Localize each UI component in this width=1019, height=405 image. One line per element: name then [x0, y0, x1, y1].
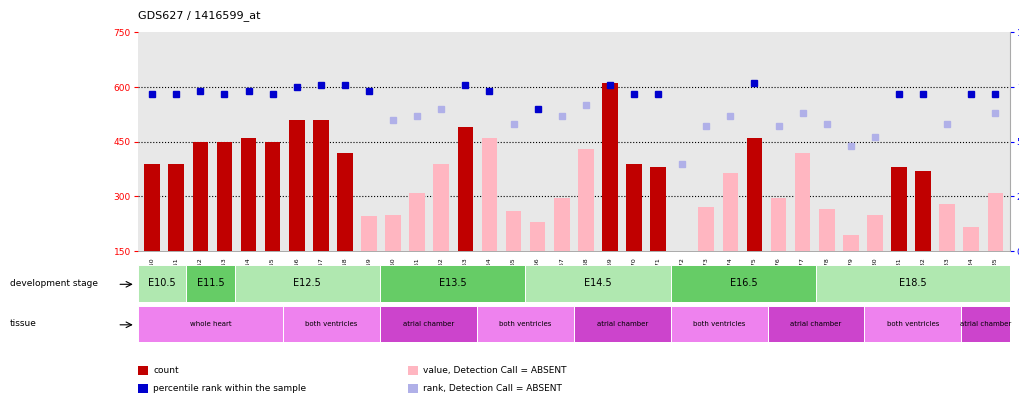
Bar: [891, 167, 906, 251]
Bar: [138, 306, 283, 342]
Text: GDS627 / 1416599_at: GDS627 / 1416599_at: [138, 10, 260, 21]
Bar: [361, 216, 376, 251]
Bar: [842, 234, 858, 251]
Bar: [313, 120, 328, 251]
Bar: [144, 164, 160, 251]
Bar: [866, 215, 881, 251]
Bar: [794, 153, 810, 251]
Bar: [234, 265, 379, 302]
Bar: [505, 211, 521, 251]
Bar: [961, 306, 1009, 342]
Bar: [938, 204, 954, 251]
Text: both ventricles: both ventricles: [886, 321, 938, 327]
Bar: [138, 265, 186, 302]
Bar: [433, 164, 448, 251]
Bar: [168, 164, 183, 251]
Bar: [770, 198, 786, 251]
Bar: [601, 83, 618, 251]
Bar: [186, 265, 234, 302]
Bar: [698, 207, 713, 251]
Bar: [409, 193, 425, 251]
Bar: [671, 265, 815, 302]
Bar: [914, 171, 930, 251]
Bar: [193, 142, 208, 251]
Bar: [963, 228, 978, 251]
Bar: [529, 222, 545, 251]
Bar: [626, 164, 641, 251]
Bar: [721, 173, 738, 251]
Bar: [671, 306, 766, 342]
Text: atrial chamber: atrial chamber: [790, 321, 841, 327]
Text: count: count: [153, 366, 178, 375]
Text: value, Detection Call = ABSENT: value, Detection Call = ABSENT: [423, 366, 567, 375]
Text: both ventricles: both ventricles: [498, 321, 551, 327]
Bar: [746, 138, 761, 251]
Bar: [240, 138, 256, 251]
Bar: [216, 142, 232, 251]
Text: E10.5: E10.5: [148, 279, 175, 288]
Bar: [385, 215, 400, 251]
Bar: [864, 306, 960, 342]
Text: atrial chamber: atrial chamber: [596, 321, 647, 327]
Text: E18.5: E18.5: [898, 279, 926, 288]
Bar: [553, 198, 569, 251]
Bar: [288, 120, 305, 251]
Bar: [477, 306, 574, 342]
Text: E13.5: E13.5: [438, 279, 466, 288]
Text: E12.5: E12.5: [293, 279, 321, 288]
Bar: [379, 265, 525, 302]
Bar: [767, 306, 864, 342]
Bar: [986, 193, 1003, 251]
Text: tissue: tissue: [10, 320, 37, 328]
Bar: [649, 167, 665, 251]
Text: both ventricles: both ventricles: [305, 321, 358, 327]
Bar: [815, 265, 1009, 302]
Bar: [283, 306, 379, 342]
Text: E16.5: E16.5: [729, 279, 756, 288]
Bar: [265, 142, 280, 251]
Text: whole heart: whole heart: [190, 321, 231, 327]
Text: development stage: development stage: [10, 279, 98, 288]
Bar: [458, 127, 473, 251]
Bar: [481, 138, 497, 251]
Text: atrial chamber: atrial chamber: [959, 321, 1010, 327]
Bar: [336, 153, 353, 251]
Text: E11.5: E11.5: [197, 279, 224, 288]
Text: percentile rank within the sample: percentile rank within the sample: [153, 384, 306, 393]
Text: both ventricles: both ventricles: [692, 321, 745, 327]
Bar: [525, 265, 671, 302]
Text: atrial chamber: atrial chamber: [403, 321, 453, 327]
Bar: [578, 149, 593, 251]
Text: E14.5: E14.5: [584, 279, 611, 288]
Bar: [379, 306, 477, 342]
Bar: [818, 209, 834, 251]
Text: rank, Detection Call = ABSENT: rank, Detection Call = ABSENT: [423, 384, 561, 393]
Bar: [574, 306, 671, 342]
